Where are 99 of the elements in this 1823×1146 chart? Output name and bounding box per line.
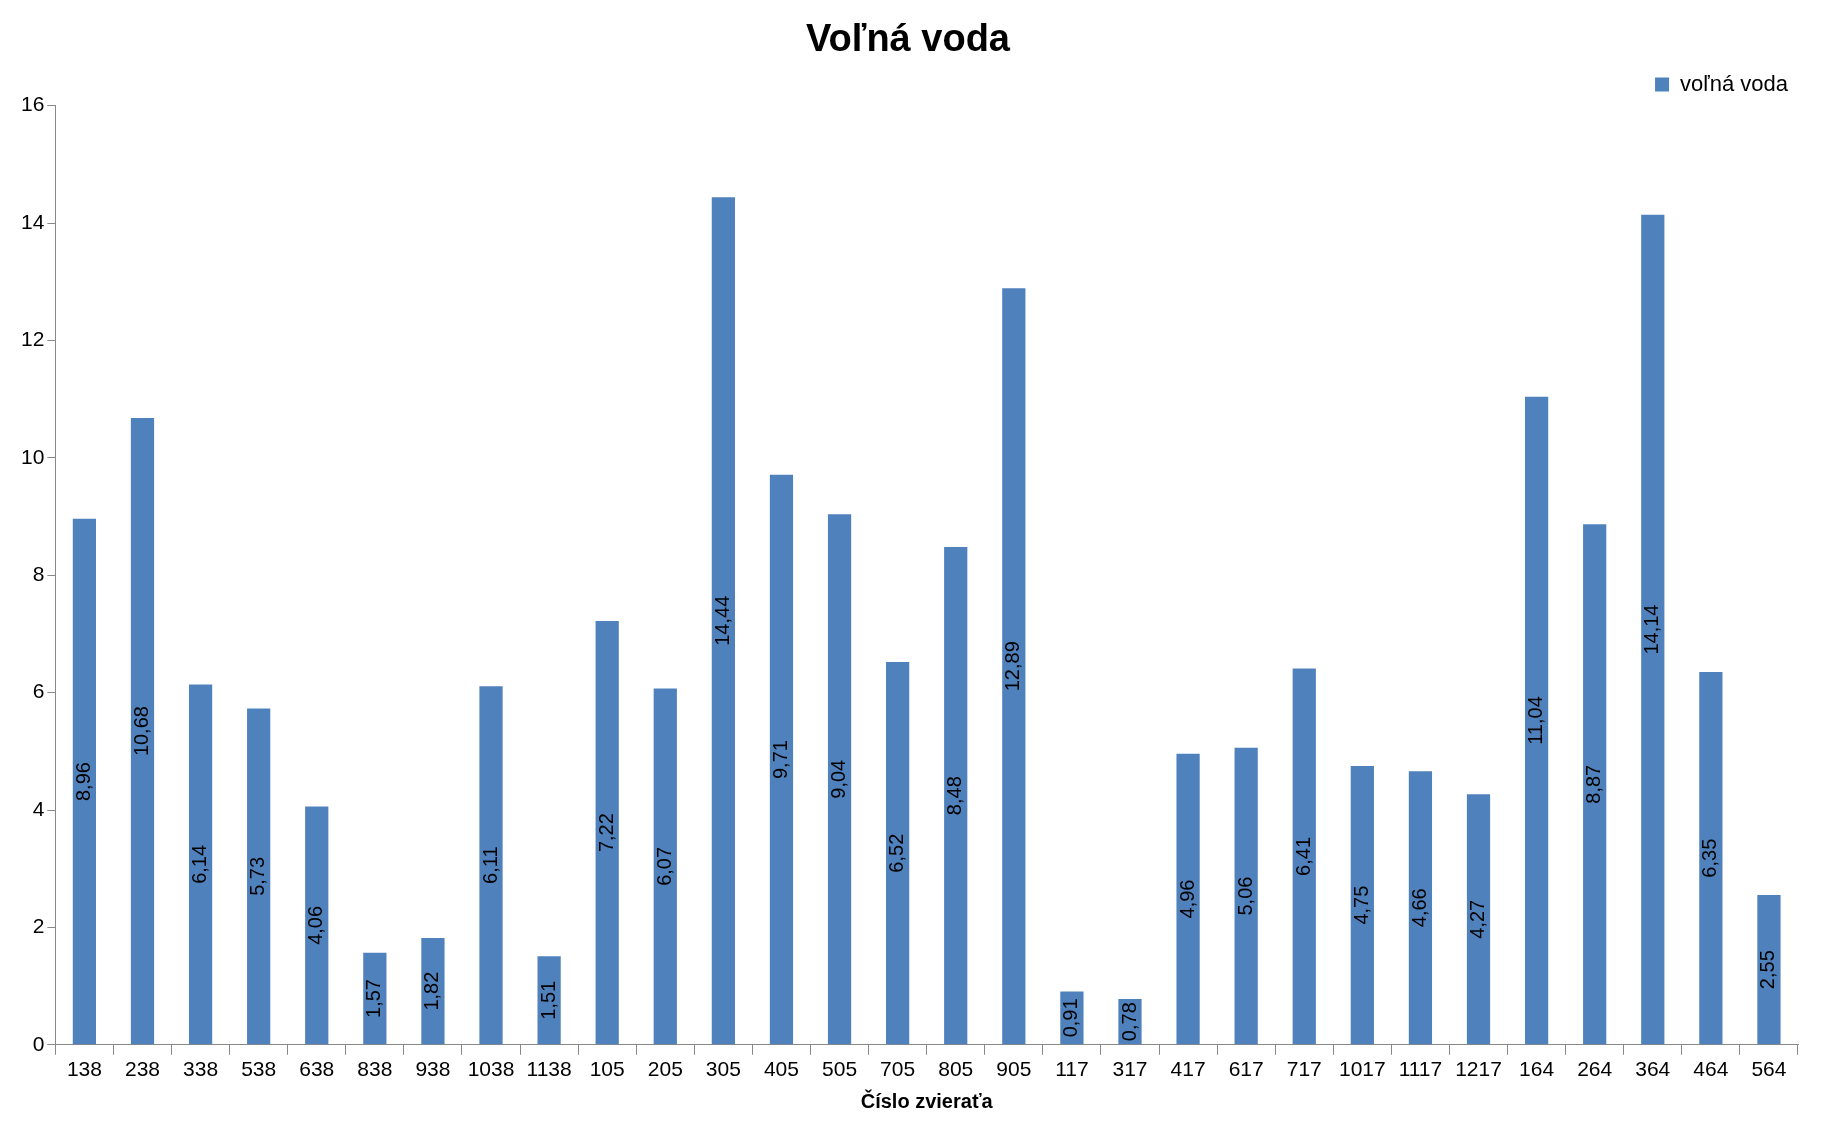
x-tick-label: 638: [299, 1057, 335, 1081]
x-tick-label: 164: [1519, 1057, 1555, 1081]
x-tick-label: 238: [124, 1057, 161, 1081]
bar: [1292, 668, 1316, 1045]
data-label: 6,35: [1698, 838, 1721, 878]
data-label: 1,82: [420, 971, 443, 1011]
x-axis-title: Číslo zvieraťa: [860, 1088, 994, 1112]
data-label: 6,07: [652, 846, 675, 886]
bar: [595, 620, 619, 1045]
data-label: 4,66: [1407, 888, 1430, 928]
bar: [1408, 771, 1433, 1045]
data-label: 4,75: [1349, 885, 1372, 925]
bar: [1583, 524, 1607, 1045]
x-tick-label: 417: [1170, 1057, 1206, 1081]
bar: [1002, 288, 1026, 1045]
bar: [944, 547, 968, 1045]
legend-label: voľná voda: [1680, 70, 1789, 96]
bar: [1757, 895, 1781, 1045]
data-label: 9,04: [827, 759, 850, 799]
data-label: 5,06: [1233, 876, 1256, 916]
bar: [72, 518, 97, 1045]
x-tick-label: 405: [763, 1057, 799, 1081]
x-tick-label: 264: [1577, 1057, 1613, 1081]
bar: [130, 417, 155, 1045]
data-label: 14,44: [710, 595, 733, 646]
bar: [188, 684, 213, 1045]
data-label: 12,89: [1001, 641, 1024, 692]
data-label: 6,41: [1291, 836, 1314, 876]
data-label: 8,48: [943, 776, 966, 816]
data-label: 6,14: [188, 844, 211, 884]
data-label: 2,55: [1756, 950, 1779, 990]
y-tick-label: 16: [21, 92, 45, 116]
bar: [1176, 753, 1200, 1045]
bar: [653, 688, 677, 1045]
data-label: 6,11: [478, 846, 501, 884]
data-label: 8,96: [71, 762, 94, 802]
x-tick-label: 805: [938, 1057, 974, 1081]
bar: [247, 708, 271, 1045]
x-tick-label: 1138: [526, 1057, 572, 1081]
bar: [537, 956, 561, 1045]
y-tick-label: 6: [32, 679, 45, 703]
y-tick-label: 10: [21, 444, 45, 468]
y-tick-label: 0: [32, 1031, 45, 1055]
data-label: 1,51: [536, 980, 559, 1020]
data-label: 1,57: [362, 979, 385, 1018]
bar: [827, 514, 852, 1045]
x-tick-label: 1038: [467, 1057, 515, 1081]
data-label: 4,06: [304, 905, 327, 945]
y-tick-label: 12: [21, 327, 45, 351]
bar: [1350, 765, 1374, 1045]
data-label: 4,96: [1175, 879, 1198, 919]
x-tick-label: 564: [1751, 1057, 1787, 1081]
x-tick-label: 505: [822, 1057, 858, 1081]
y-tick-label: 8: [32, 562, 45, 585]
bar: [1466, 794, 1491, 1045]
data-label: 6,52: [885, 833, 908, 873]
data-label: 0,78: [1117, 1002, 1140, 1042]
x-tick-label: 838: [357, 1057, 393, 1081]
bar: [479, 686, 503, 1045]
bar: [1524, 396, 1549, 1045]
data-label: 10,68: [130, 706, 153, 757]
data-label: 0,91: [1059, 998, 1082, 1038]
x-tick-label: 338: [183, 1057, 219, 1081]
bar: [711, 197, 735, 1045]
data-label: 9,71: [768, 740, 791, 780]
bar: [769, 474, 794, 1045]
x-tick-label: 1117: [1398, 1057, 1443, 1081]
x-tick-label: 1017: [1338, 1057, 1386, 1081]
data-label: 11,04: [1524, 696, 1547, 745]
bar: [421, 937, 445, 1045]
x-tick-label: 138: [66, 1057, 102, 1081]
data-label: 7,22: [594, 813, 617, 853]
bar: [305, 806, 329, 1045]
bar: [1699, 672, 1723, 1045]
bar: [1234, 747, 1258, 1045]
x-tick-label: 705: [880, 1057, 916, 1081]
data-label: 5,73: [246, 856, 269, 896]
y-tick-label: 2: [32, 914, 45, 938]
y-tick-label: 14: [21, 209, 45, 233]
x-tick-label: 364: [1635, 1057, 1671, 1081]
data-label: 14,14: [1640, 604, 1663, 655]
x-tick-label: 905: [996, 1057, 1032, 1081]
y-tick-label: 4: [32, 796, 45, 820]
bar: [1641, 214, 1665, 1045]
x-tick-label: 464: [1693, 1057, 1729, 1081]
data-label: 8,87: [1582, 764, 1605, 804]
x-tick-label: 617: [1228, 1057, 1264, 1081]
x-tick-label: 1217: [1455, 1057, 1502, 1081]
x-tick-label: 305: [705, 1057, 741, 1081]
x-tick-label: 717: [1286, 1057, 1322, 1081]
x-tick-label: 205: [647, 1057, 683, 1081]
data-label: 4,27: [1466, 899, 1489, 939]
x-tick-label: 317: [1112, 1057, 1148, 1081]
x-tick-label: 117: [1055, 1057, 1089, 1081]
x-tick-label: 105: [589, 1057, 625, 1081]
bar: [886, 662, 910, 1045]
chart-title: Voľná voda: [806, 17, 1011, 60]
x-tick-label: 538: [241, 1057, 277, 1081]
x-tick-label: 938: [415, 1057, 451, 1081]
